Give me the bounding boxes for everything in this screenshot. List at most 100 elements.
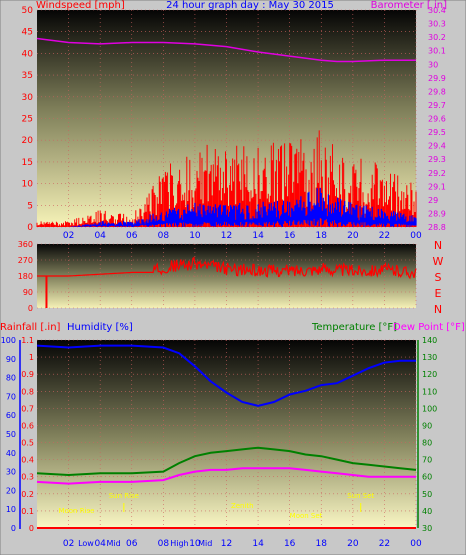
humidity-tick-label: 80 bbox=[6, 374, 16, 383]
astro-label: High bbox=[170, 539, 188, 548]
humidity-tick-label: 10 bbox=[6, 505, 16, 514]
baro-y-tick-label: 29.3 bbox=[428, 155, 446, 164]
compass-letter: W bbox=[433, 255, 444, 268]
rainfall-axis-label: Rainfall [.in] bbox=[0, 322, 61, 333]
astro-label: Moon Rise bbox=[58, 507, 94, 515]
wind-y-tick-label: 40 bbox=[22, 49, 34, 59]
baro-y-tick-label: 29 bbox=[428, 196, 438, 205]
baro-y-tick-label: 30.4 bbox=[428, 6, 446, 15]
rainfall-tick-label: 1.1 bbox=[21, 336, 34, 345]
rainfall-tick-label: 0.4 bbox=[21, 456, 34, 465]
astro-label: Mid bbox=[106, 539, 120, 548]
climate-x-tick-label: 10 bbox=[189, 539, 201, 549]
wind-chart-title: 24 hour graph day : May 30 2015 bbox=[166, 0, 334, 11]
direction-series bbox=[37, 256, 417, 308]
climate-x-tick-label: 16 bbox=[284, 539, 296, 549]
barometer-series-line bbox=[36, 37, 416, 63]
astro-label: Mid bbox=[198, 539, 212, 548]
wind-y-tick-label: 15 bbox=[22, 158, 33, 168]
baro-y-tick-label: 28.8 bbox=[428, 223, 446, 232]
astro-label: Zenith bbox=[231, 502, 254, 510]
humidity-ticks: 0 10 20 30 40 50 60 70 80 90 100 bbox=[1, 336, 16, 533]
wind-y-tick-label: 50 bbox=[22, 6, 34, 16]
humidity-tick-label: 60 bbox=[6, 411, 16, 420]
climate-x-tick-label: 20 bbox=[347, 539, 359, 549]
direction-y-ticks: 0 90 180 270 360 bbox=[18, 240, 33, 313]
wind-x-tick-label: 14 bbox=[252, 231, 264, 241]
direction-gridlines bbox=[37, 243, 417, 309]
wind-y-tick-label: 30 bbox=[22, 93, 34, 103]
rainfall-tick-label: 0.1 bbox=[21, 507, 34, 516]
wind-y-tick-label: 5 bbox=[27, 201, 33, 211]
wind-series bbox=[36, 37, 417, 227]
wind-x-tick-label: 10 bbox=[189, 231, 201, 241]
climate-gridlines bbox=[37, 339, 417, 529]
climate-x-tick-label: 02 bbox=[63, 539, 74, 549]
wind-y-tick-label: 20 bbox=[22, 136, 34, 146]
baro-y-tick-label: 30.1 bbox=[428, 47, 446, 56]
baro-y-axis-label: Barometer [ in] bbox=[371, 0, 447, 11]
direction-y-tick-label: 0 bbox=[28, 304, 33, 313]
temperature-series-line bbox=[36, 446, 417, 477]
baro-y-tick-label: 29.6 bbox=[428, 115, 446, 124]
wind-x-tick-label: 22 bbox=[379, 231, 390, 241]
wind-x-tick-label: 00 bbox=[410, 231, 422, 241]
temperature-tick-label: 60 bbox=[422, 473, 432, 482]
baro-y-tick-label: 28.9 bbox=[428, 209, 446, 218]
wind-y-tick-label: 10 bbox=[22, 180, 34, 190]
temperature-tick-label: 100 bbox=[422, 404, 437, 413]
rainfall-tick-label: 0.6 bbox=[21, 421, 34, 430]
humidity-tick-label: 90 bbox=[6, 355, 16, 364]
climate-x-tick-label: 04 bbox=[94, 539, 106, 549]
climate-x-tick-label: 08 bbox=[158, 539, 170, 549]
climate-x-tick-label: 06 bbox=[126, 539, 138, 549]
climate-panel: Rainfall [.in] Humidity [%] Temperature … bbox=[0, 322, 465, 549]
temperature-tick-label: 90 bbox=[422, 421, 432, 430]
baro-y-tick-label: 29.8 bbox=[428, 87, 446, 96]
humidity-tick-label: 20 bbox=[6, 486, 16, 495]
temperature-tick-label: 80 bbox=[422, 439, 432, 448]
baro-y-tick-label: 30.3 bbox=[428, 20, 446, 29]
humidity-tick-label: 100 bbox=[1, 336, 16, 345]
temperature-ticks: 30 40 50 60 70 80 90 100 110 120 130 140 bbox=[422, 336, 437, 533]
rainfall-tick-label: 0.8 bbox=[21, 387, 34, 396]
direction-y-tick-label: 180 bbox=[18, 272, 33, 281]
wind-y-ticks: 0 5 10 15 20 25 30 35 40 45 50 bbox=[22, 6, 34, 233]
baro-y-tick-label: 29.2 bbox=[428, 169, 446, 178]
temperature-tick-label: 70 bbox=[422, 456, 432, 465]
temperature-tick-label: 110 bbox=[422, 387, 437, 396]
humidity-axis-label: Humidity [%] bbox=[67, 322, 133, 333]
wind-y-tick-label: 25 bbox=[22, 115, 33, 125]
rainfall-tick-label: 0.9 bbox=[21, 370, 34, 379]
wind-y-tick-label: 35 bbox=[22, 71, 33, 81]
baro-y-tick-label: 29.1 bbox=[428, 182, 446, 191]
humidity-tick-label: 40 bbox=[6, 449, 16, 458]
wind-x-ticks: 02 04 06 08 10 12 14 16 18 20 22 00 bbox=[63, 231, 422, 241]
temperature-axis-label: Temperature [°F] bbox=[311, 322, 397, 333]
compass-letter: N bbox=[434, 303, 442, 316]
dewpoint-series-line bbox=[36, 467, 416, 485]
rainfall-tick-label: 0.7 bbox=[21, 404, 34, 413]
wind-x-tick-label: 02 bbox=[63, 231, 74, 241]
temperature-tick-label: 120 bbox=[422, 370, 437, 379]
direction-series-line bbox=[37, 256, 417, 280]
humidity-tick-label: 50 bbox=[6, 430, 16, 439]
wind-y-axis-label: Windspeed [mph] bbox=[36, 0, 125, 11]
wind-y-tick-label: 0 bbox=[27, 223, 33, 233]
climate-x-tick-label: 22 bbox=[379, 539, 390, 549]
wind-series-line bbox=[69, 187, 417, 227]
climate-series bbox=[36, 344, 417, 529]
climate-x-tick-label: 14 bbox=[252, 539, 264, 549]
wind-x-tick-label: 16 bbox=[284, 231, 296, 241]
wind-x-tick-label: 12 bbox=[221, 231, 232, 241]
wind-x-tick-label: 06 bbox=[126, 231, 138, 241]
wind-x-tick-label: 08 bbox=[158, 231, 170, 241]
climate-x-tick-label: 00 bbox=[410, 539, 422, 549]
rainfall-tick-label: 0.5 bbox=[21, 439, 34, 448]
wind-panel: 24 hour graph day : May 30 2015 Windspee… bbox=[22, 0, 448, 241]
astro-label: Sun Set bbox=[347, 492, 374, 500]
rainfall-tick-label: 0.3 bbox=[21, 473, 34, 482]
astro-label: Moon Set bbox=[290, 512, 323, 520]
